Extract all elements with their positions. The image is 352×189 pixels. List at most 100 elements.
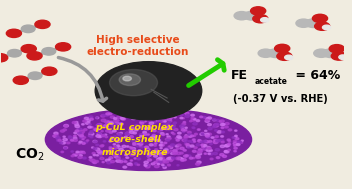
Circle shape — [204, 153, 207, 154]
Circle shape — [174, 129, 178, 131]
Circle shape — [153, 130, 156, 132]
Circle shape — [216, 119, 220, 122]
Circle shape — [107, 121, 110, 122]
Circle shape — [113, 138, 116, 140]
Circle shape — [104, 125, 108, 127]
Circle shape — [170, 144, 175, 146]
Circle shape — [63, 138, 67, 141]
Circle shape — [171, 124, 176, 126]
Circle shape — [112, 125, 115, 127]
Circle shape — [221, 136, 224, 137]
Circle shape — [156, 160, 159, 161]
Circle shape — [80, 137, 83, 139]
Circle shape — [154, 161, 157, 163]
Circle shape — [106, 151, 110, 153]
Circle shape — [121, 159, 126, 161]
Circle shape — [145, 128, 147, 129]
Circle shape — [129, 147, 131, 148]
Circle shape — [89, 159, 93, 161]
Circle shape — [149, 114, 153, 116]
Circle shape — [116, 119, 119, 121]
Circle shape — [145, 146, 149, 149]
Circle shape — [75, 123, 78, 125]
Circle shape — [119, 74, 140, 85]
Circle shape — [214, 124, 218, 126]
Circle shape — [157, 151, 159, 152]
Circle shape — [147, 154, 152, 156]
Circle shape — [157, 162, 162, 165]
Circle shape — [76, 151, 79, 153]
Circle shape — [174, 151, 176, 153]
Circle shape — [183, 139, 186, 141]
Circle shape — [107, 128, 111, 131]
Circle shape — [174, 117, 176, 118]
Circle shape — [200, 150, 203, 151]
Circle shape — [60, 130, 64, 132]
Circle shape — [93, 154, 96, 156]
Circle shape — [208, 127, 212, 130]
Circle shape — [188, 135, 192, 137]
Circle shape — [78, 156, 82, 158]
Circle shape — [149, 122, 153, 124]
Circle shape — [205, 135, 209, 137]
Circle shape — [83, 141, 88, 143]
Circle shape — [159, 114, 161, 115]
Circle shape — [203, 145, 207, 147]
Circle shape — [193, 122, 197, 125]
Circle shape — [221, 131, 225, 133]
Circle shape — [322, 25, 331, 30]
Circle shape — [209, 147, 211, 149]
Circle shape — [64, 147, 67, 149]
Circle shape — [201, 144, 206, 146]
Circle shape — [127, 112, 132, 115]
Circle shape — [170, 158, 174, 160]
Circle shape — [144, 161, 148, 163]
Circle shape — [55, 136, 59, 137]
Circle shape — [137, 110, 141, 112]
Circle shape — [103, 125, 108, 127]
Circle shape — [215, 136, 219, 137]
Circle shape — [117, 139, 121, 142]
Circle shape — [214, 130, 217, 131]
Circle shape — [105, 134, 107, 135]
Circle shape — [116, 155, 120, 157]
Circle shape — [100, 136, 102, 137]
Circle shape — [118, 133, 122, 136]
Circle shape — [201, 133, 204, 134]
Circle shape — [153, 121, 156, 123]
Circle shape — [100, 157, 104, 160]
Circle shape — [213, 141, 218, 143]
Circle shape — [184, 142, 187, 144]
Circle shape — [144, 138, 146, 140]
Circle shape — [159, 113, 164, 115]
Circle shape — [96, 117, 98, 118]
Circle shape — [178, 137, 182, 139]
Circle shape — [81, 133, 83, 134]
Circle shape — [80, 155, 82, 156]
Circle shape — [234, 12, 249, 20]
Circle shape — [144, 134, 147, 135]
Circle shape — [184, 136, 188, 138]
Circle shape — [115, 122, 119, 124]
Circle shape — [96, 117, 99, 119]
Circle shape — [168, 157, 172, 159]
Circle shape — [169, 127, 171, 129]
Circle shape — [42, 67, 57, 75]
Circle shape — [211, 137, 214, 138]
Circle shape — [182, 123, 186, 125]
Circle shape — [219, 139, 224, 142]
Circle shape — [202, 134, 204, 135]
Circle shape — [182, 118, 184, 119]
Circle shape — [64, 125, 68, 127]
Circle shape — [228, 129, 232, 131]
Circle shape — [79, 151, 83, 153]
Circle shape — [146, 149, 149, 151]
Circle shape — [76, 124, 78, 126]
Circle shape — [149, 139, 152, 141]
Circle shape — [123, 166, 127, 168]
Circle shape — [147, 149, 150, 150]
Circle shape — [195, 163, 200, 165]
Circle shape — [140, 142, 143, 144]
Circle shape — [220, 145, 225, 148]
Circle shape — [208, 153, 210, 154]
